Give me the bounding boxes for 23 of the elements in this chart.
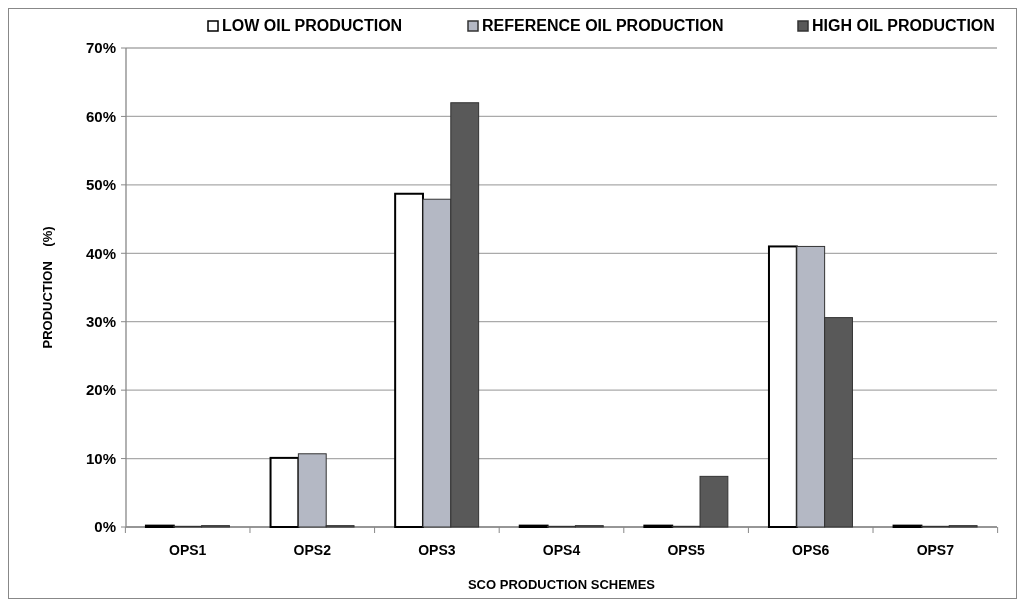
bar <box>394 192 424 528</box>
legend-label: REFERENCE OIL PRODUCTION <box>482 17 724 34</box>
legend-label: LOW OIL PRODUCTION <box>222 17 403 34</box>
y-tick-label: 20% <box>85 381 116 399</box>
y-tick-label: 70% <box>85 39 116 57</box>
x-tick-label: OPS1 <box>169 542 207 558</box>
x-tick-label: OPS3 <box>418 542 456 558</box>
x-tick-label: OPS2 <box>293 542 332 558</box>
y-tick-label: 10% <box>85 449 116 467</box>
x-axis-title: SCO PRODUCTION SCHEMES <box>467 577 656 592</box>
x-tick-label: OPS4 <box>542 542 581 558</box>
y-tick-label: 40% <box>85 244 116 262</box>
y-axis-title: PRODUCTION (%) <box>40 226 55 349</box>
y-tick-label: 0% <box>94 518 116 536</box>
y-tick-label: 30% <box>85 312 116 330</box>
bar <box>767 245 798 528</box>
y-tick-label: 50% <box>85 176 116 194</box>
x-tick-label: OPS6 <box>792 542 830 558</box>
legend-label: HIGH OIL PRODUCTION <box>812 17 995 34</box>
bar <box>269 456 300 528</box>
y-tick-label: 60% <box>85 107 116 125</box>
x-tick-label: OPS5 <box>667 542 705 558</box>
x-tick-label: OPS7 <box>916 542 955 558</box>
